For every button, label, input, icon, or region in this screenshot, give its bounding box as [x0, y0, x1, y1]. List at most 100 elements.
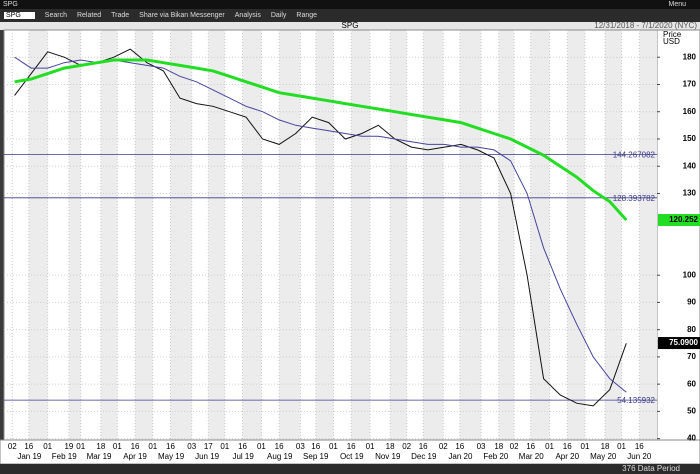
- stripe: [135, 30, 153, 440]
- x-month-label: Jun 20: [627, 452, 652, 461]
- x-tick-label: 01: [617, 442, 626, 451]
- x-tick-label: 01: [545, 442, 554, 451]
- header: [0, 22, 700, 30]
- toolbar-item[interactable]: Daily: [270, 12, 287, 19]
- toolbar: SPG Search Related Trade Share via Bikan Mes…: [0, 9, 700, 22]
- x-month-label: Jul 19: [232, 452, 254, 461]
- x-tick-label: 03: [187, 442, 196, 451]
- x-tick-label: 18: [96, 442, 105, 451]
- toolbar-item[interactable]: Trade: [111, 12, 130, 19]
- x-month-label: Jan 19: [17, 452, 42, 461]
- stripe: [567, 30, 585, 440]
- y-tick-label: 160: [683, 107, 697, 116]
- stripe: [208, 30, 225, 440]
- title-bar: SPG Menu: [0, 0, 700, 9]
- x-month-label: Aug 19: [267, 452, 293, 461]
- x-month-label: Nov 19: [375, 452, 401, 461]
- x-tick-label: 16: [526, 442, 535, 451]
- stripe: [498, 30, 515, 440]
- stripe: [279, 30, 301, 440]
- x-tick-label: 16: [131, 442, 140, 451]
- x-month-label: Oct 19: [340, 452, 364, 461]
- right-axis: [656, 29, 700, 441]
- y-tick-label: 80: [687, 325, 696, 334]
- x-tick-label: 01: [257, 442, 266, 451]
- stripe: [170, 30, 192, 440]
- stripe: [390, 30, 407, 440]
- x-month-label: Jan 20: [448, 452, 473, 461]
- menu[interactable]: Menu: [668, 1, 686, 8]
- y-tick-label: 60: [687, 379, 696, 388]
- price-marker: [658, 337, 700, 350]
- reference-label: 54.135932: [617, 396, 655, 405]
- y-axis-unit: USD: [663, 37, 680, 46]
- y-axis-label: Price: [663, 30, 682, 39]
- toolbar-item[interactable]: Search: [44, 12, 67, 19]
- x-tick-label: 18: [494, 442, 503, 451]
- x-tick-label: 02: [439, 442, 448, 451]
- y-tick-label: 180: [683, 52, 697, 61]
- y-tick-label: 90: [687, 298, 696, 307]
- stripe: [100, 30, 118, 440]
- y-tick-label: 150: [683, 134, 697, 143]
- x-tick-label: 01: [366, 442, 375, 451]
- x-month-label: Mar 19: [87, 452, 112, 461]
- status-text: 376 Data Period: [622, 464, 680, 473]
- window-title: SPG: [3, 1, 18, 8]
- x-tick-label: 01: [329, 442, 338, 451]
- stripe: [605, 30, 622, 440]
- x-tick-label: 16: [311, 442, 320, 451]
- toolbar-item[interactable]: SPG: [4, 12, 35, 19]
- x-tick-label: 02: [402, 442, 411, 451]
- date-range: 12/31/2018 - 7/1/2020 (NYC): [594, 22, 697, 30]
- x-tick-label: 16: [455, 442, 464, 451]
- x-tick-label: 03: [477, 442, 486, 451]
- y-tick-label: 140: [683, 161, 697, 170]
- x-tick-label: 02: [510, 442, 519, 451]
- toolbar-item[interactable]: Share via Bikan Messenger: [139, 12, 225, 19]
- y-tick-label: 100: [683, 270, 697, 279]
- x-tick-label: 01: [148, 442, 157, 451]
- x-tick-label: 16: [563, 442, 572, 451]
- status-bar: [0, 464, 700, 474]
- toolbar-item[interactable]: Analysis: [234, 12, 261, 19]
- price-marker: [658, 214, 700, 227]
- x-tick-label: 01: [43, 442, 52, 451]
- toolbar-item[interactable]: Related: [76, 12, 102, 19]
- stripe: [639, 30, 657, 440]
- x-month-label: Feb 20: [483, 452, 508, 461]
- x-month-label: Dec 19: [411, 452, 437, 461]
- x-axis-area: [0, 439, 700, 465]
- x-tick-label: 02: [8, 442, 17, 451]
- reference-label: 144.267082: [613, 151, 656, 160]
- y-tick-label: 50: [687, 407, 696, 416]
- x-tick-label: 03: [296, 442, 305, 451]
- y-tick-label: 70: [687, 352, 696, 361]
- toolbar-item[interactable]: Range: [296, 12, 318, 19]
- chart-title: SPG: [342, 22, 359, 30]
- reference-label: 128.393782: [613, 194, 656, 203]
- x-month-label: Jun 19: [195, 452, 220, 461]
- y-tick-label: 170: [683, 80, 697, 89]
- x-month-label: Apr 20: [555, 452, 579, 461]
- x-month-label: Sep 19: [303, 452, 329, 461]
- stripe: [459, 30, 482, 440]
- series-line: [14, 48, 627, 407]
- x-tick-label: 18: [386, 442, 395, 451]
- x-tick-label: 18: [601, 442, 610, 451]
- x-tick-label: 16: [24, 442, 33, 451]
- x-tick-label: 01: [76, 442, 85, 451]
- x-tick-label: 19: [64, 442, 73, 451]
- stripe: [242, 30, 262, 440]
- x-tick-label: 16: [166, 442, 175, 451]
- stripe: [68, 30, 81, 440]
- x-month-label: May 20: [590, 452, 617, 461]
- stripe: [423, 30, 444, 440]
- stripe: [315, 30, 334, 440]
- x-month-label: Mar 20: [519, 452, 544, 461]
- x-tick-label: 16: [347, 442, 356, 451]
- x-tick-label: 16: [419, 442, 428, 451]
- x-month-label: Apr 19: [123, 452, 147, 461]
